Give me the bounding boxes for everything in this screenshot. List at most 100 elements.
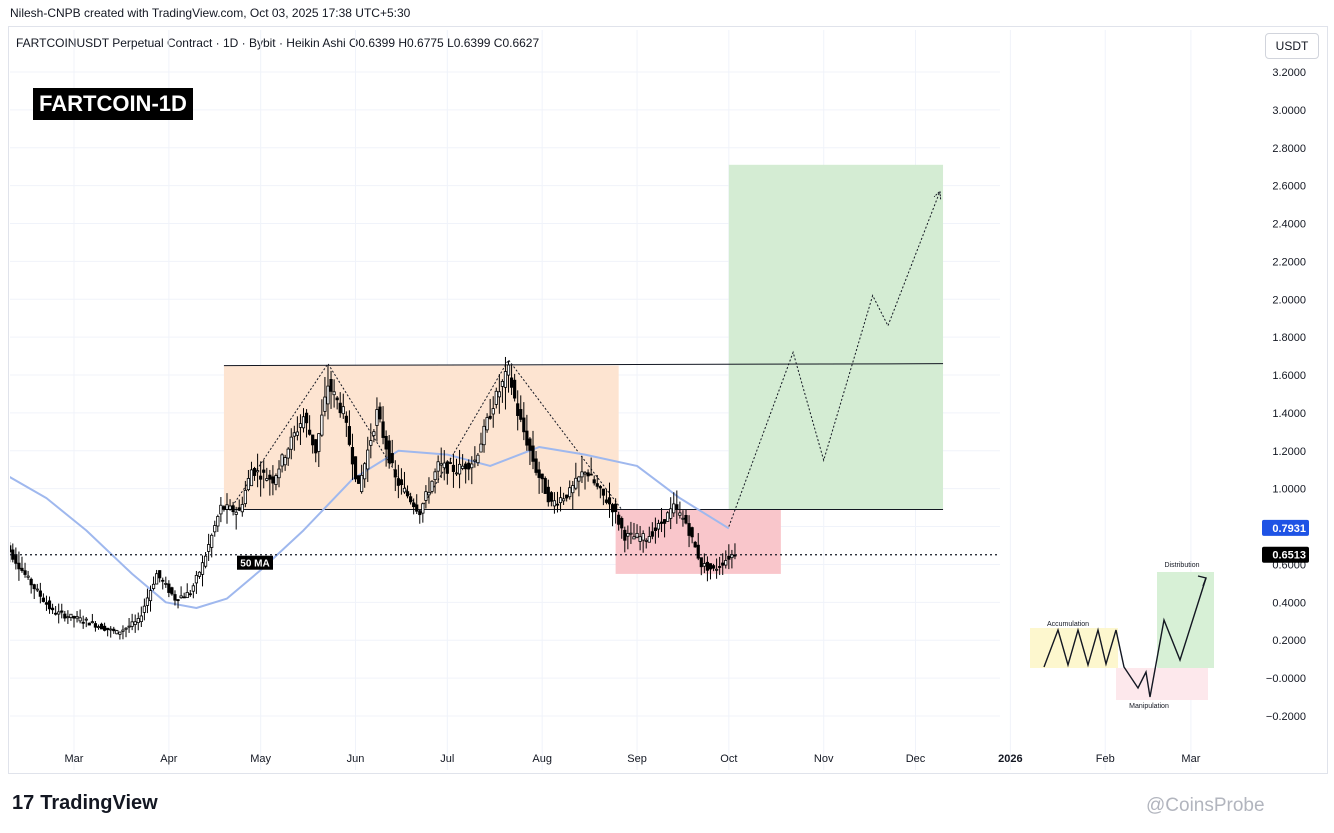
candle — [690, 526, 694, 544]
candle-body — [522, 417, 526, 433]
x-tick-label: Mar — [65, 753, 84, 765]
candle-body — [356, 475, 361, 484]
candle — [323, 376, 327, 417]
candle-body — [298, 423, 303, 428]
candle — [225, 493, 229, 524]
candle-body — [200, 562, 205, 575]
candle — [393, 460, 397, 492]
candle — [121, 625, 125, 640]
inset-distribution-box — [1157, 572, 1214, 668]
candle — [17, 551, 21, 581]
zone-target — [728, 164, 944, 510]
currency-button[interactable]: USDT — [1265, 33, 1319, 59]
candle — [99, 622, 104, 630]
candle — [583, 471, 587, 490]
zone-consolidation — [223, 365, 619, 510]
candle — [623, 526, 627, 553]
candle-body — [317, 433, 321, 452]
candle-body — [528, 438, 532, 451]
candle — [396, 464, 400, 499]
candle-body — [249, 469, 254, 487]
candle-body — [194, 574, 198, 584]
candle-body — [568, 487, 572, 498]
candle-body — [494, 390, 498, 405]
candle-body — [130, 621, 134, 627]
candle — [246, 470, 251, 492]
candle — [558, 486, 563, 512]
candle-body — [252, 468, 257, 476]
candle-body — [454, 472, 459, 475]
y-tick-label: 0.4000 — [1272, 597, 1306, 609]
candle-body — [601, 488, 605, 496]
candle — [197, 571, 202, 579]
candle — [234, 506, 238, 530]
candle — [329, 370, 333, 409]
candle-body — [396, 478, 400, 486]
tradingview-logo[interactable]: 17 TradingView — [12, 792, 158, 815]
tradingview-logo-text: TradingView — [40, 792, 158, 814]
candle — [467, 459, 471, 481]
candle — [5, 541, 7, 558]
candle-body — [222, 506, 226, 510]
candle — [565, 494, 569, 502]
candle-body — [93, 623, 98, 628]
candle — [283, 454, 287, 471]
candle — [546, 479, 550, 507]
candle — [231, 501, 235, 516]
x-tick-label: Jun — [347, 753, 365, 765]
candle — [90, 613, 94, 624]
candle — [509, 364, 514, 395]
candle — [243, 480, 247, 508]
candle-body — [693, 541, 697, 548]
tradingview-logo-icon: 17 — [12, 792, 35, 814]
x-tick-label: Apr — [160, 753, 177, 765]
candle-body — [121, 629, 125, 632]
candle-body — [659, 521, 664, 524]
candle — [696, 533, 700, 561]
candle-body — [690, 527, 694, 538]
candle — [142, 598, 146, 621]
candle-body — [344, 415, 348, 423]
candle-body — [577, 476, 581, 482]
candle — [491, 396, 495, 428]
candle — [158, 570, 162, 583]
candle — [470, 456, 474, 485]
candle-body — [620, 517, 624, 529]
candle-body — [60, 610, 64, 613]
candle — [344, 411, 348, 437]
candle — [47, 596, 52, 614]
candle-body — [155, 573, 159, 585]
candle — [84, 617, 88, 628]
moving-average-line — [10, 446, 730, 610]
y-tick-label: 3.2000 — [1272, 67, 1306, 79]
candle — [311, 434, 315, 454]
candle — [675, 490, 679, 524]
candle — [170, 586, 174, 596]
candle — [571, 480, 575, 510]
candle — [727, 544, 731, 570]
candle — [672, 492, 676, 517]
candle-body — [311, 434, 315, 446]
candle — [699, 557, 703, 576]
candle — [148, 585, 153, 612]
wyckoff-inset — [1030, 572, 1214, 700]
candle — [219, 497, 223, 523]
candle-body — [644, 539, 648, 542]
candle — [408, 492, 413, 505]
candle — [252, 466, 257, 481]
candle-body — [405, 491, 410, 497]
candle — [711, 563, 716, 572]
watermark: @CoinsProbe — [1146, 795, 1265, 816]
candle-body — [632, 536, 636, 540]
candle-body — [724, 560, 728, 566]
candle-body — [381, 421, 385, 438]
y-tick-label: −0.0000 — [1266, 673, 1306, 685]
candle-body — [595, 483, 599, 487]
candle-body — [415, 504, 419, 512]
y-tick-label: 1.4000 — [1272, 408, 1306, 420]
candle — [589, 457, 593, 476]
candle — [516, 390, 520, 431]
candle-body — [372, 431, 376, 436]
candle — [378, 402, 382, 423]
